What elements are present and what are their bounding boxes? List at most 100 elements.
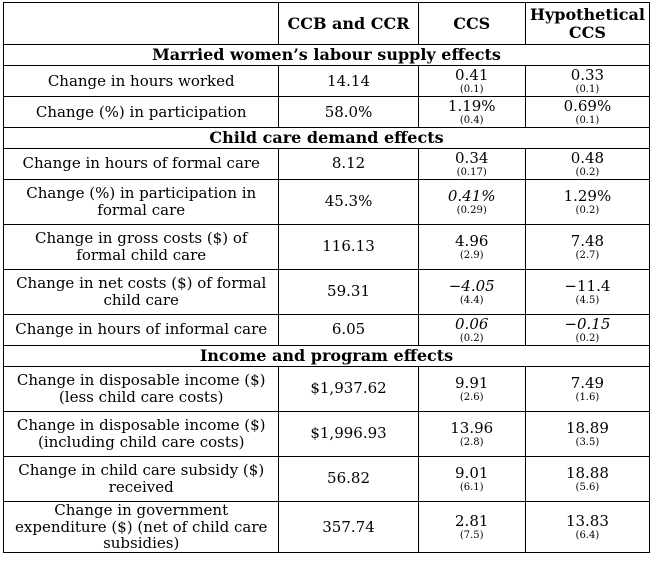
ccs-cell: 0.34 (0.17) bbox=[417, 147, 526, 180]
ccb-ccr-value: $1,996.93 bbox=[278, 410, 419, 457]
ccs-std-error: (7.5) bbox=[459, 529, 484, 541]
ccb-ccr-value: $1,937.62 bbox=[278, 365, 419, 412]
section-header-row: Child care demand effects bbox=[3, 126, 650, 149]
hypothetical-ccs-value: 0.69% bbox=[563, 97, 612, 115]
hypothetical-ccs-value: −0.15 bbox=[564, 314, 611, 333]
ccs-cell: 2.81 (7.5) bbox=[417, 500, 526, 554]
ccs-value: 4.96 bbox=[455, 231, 489, 250]
hypothetical-ccs-cell: 0.69% (0.1) bbox=[524, 95, 651, 128]
ccs-std-error: (0.17) bbox=[456, 166, 487, 178]
table-row: Change (%) in participation in formal ca… bbox=[2, 178, 651, 225]
ccb-ccr-value: 56.82 bbox=[278, 455, 419, 502]
row-label: Change in child care subsidy ($) receive… bbox=[2, 455, 280, 502]
ccs-value: 0.34 bbox=[455, 148, 489, 167]
hypothetical-ccs-cell: 0.33 (0.1) bbox=[524, 64, 651, 97]
ccs-cell: 9.01 (6.1) bbox=[417, 455, 526, 502]
hypothetical-ccs-cell: 0.48 (0.2) bbox=[524, 147, 651, 180]
row-label: Change in hours worked bbox=[2, 64, 280, 97]
ccs-value: 9.01 bbox=[455, 463, 489, 482]
ccs-value: 0.41% bbox=[447, 186, 496, 205]
hypothetical-ccs-std-error: (4.5) bbox=[575, 294, 600, 306]
ccb-ccr-value: 45.3% bbox=[278, 178, 419, 225]
section-title: Child care demand effects bbox=[3, 126, 650, 149]
ccs-cell: 4.96 (2.9) bbox=[417, 223, 526, 270]
section-title: Married women’s labour supply effects bbox=[3, 44, 650, 66]
ccs-value: 0.06 bbox=[455, 314, 489, 333]
table-row: Change in child care subsidy ($) receive… bbox=[2, 455, 651, 502]
hypothetical-ccs-cell: 7.48 (2.7) bbox=[524, 223, 651, 270]
header-blank bbox=[2, 2, 280, 45]
section-header-row: Married women’s labour supply effects bbox=[3, 44, 650, 66]
table-row: Change in net costs ($) of formal child … bbox=[2, 268, 651, 315]
ccs-std-error: (6.1) bbox=[459, 481, 484, 493]
hypothetical-ccs-cell: −0.15 (0.2) bbox=[524, 313, 651, 346]
hypothetical-ccs-std-error: (3.5) bbox=[575, 436, 600, 448]
table-row: Change in hours of formal care 8.12 0.34 (0… bbox=[2, 147, 651, 180]
hypothetical-ccs-std-error: (1.6) bbox=[575, 391, 600, 403]
ccb-ccr-value: 6.05 bbox=[278, 313, 419, 346]
ccb-ccr-value: 58.0% bbox=[278, 95, 419, 128]
hypothetical-ccs-std-error: (2.7) bbox=[575, 249, 600, 261]
row-label: Change in gross costs ($) of formal chil… bbox=[2, 223, 280, 270]
ccs-value: 13.96 bbox=[450, 418, 494, 437]
results-table: CCB and CCR CCS Hypothetical CCS Married… bbox=[2, 2, 651, 554]
header-ccs: CCS bbox=[417, 2, 526, 45]
table-row: Change in government expenditure ($) (ne… bbox=[2, 500, 651, 554]
row-label: Change in disposable income ($) (less ch… bbox=[2, 365, 280, 412]
hypothetical-ccs-cell: 18.88 (5.6) bbox=[524, 455, 651, 502]
hypothetical-ccs-value: −11.4 bbox=[564, 276, 611, 295]
hypothetical-ccs-std-error: (0.2) bbox=[575, 332, 600, 344]
ccs-std-error: (4.4) bbox=[459, 294, 484, 306]
hypothetical-ccs-std-error: (0.2) bbox=[575, 166, 600, 178]
header-hypothetical-ccs: Hypothetical CCS bbox=[524, 2, 651, 45]
ccs-cell: −4.05 (4.4) bbox=[417, 268, 526, 315]
ccs-std-error: (0.1) bbox=[459, 83, 484, 95]
ccb-ccr-value: 14.14 bbox=[278, 64, 419, 97]
ccb-ccr-value: 116.13 bbox=[278, 223, 419, 270]
ccs-cell: 0.41 (0.1) bbox=[417, 64, 526, 97]
ccs-std-error: (0.2) bbox=[459, 332, 484, 344]
ccs-value: 1.19% bbox=[447, 97, 496, 115]
hypothetical-ccs-value: 0.48 bbox=[570, 148, 605, 167]
table-row: Change in disposable income ($) (includi… bbox=[2, 410, 651, 457]
ccs-cell: 0.06 (0.2) bbox=[417, 313, 526, 346]
hypothetical-ccs-value: 13.83 bbox=[565, 512, 609, 531]
ccs-std-error: (2.6) bbox=[459, 391, 484, 403]
row-label: Change in net costs ($) of formal child … bbox=[2, 268, 280, 315]
ccs-value: 0.41 bbox=[455, 66, 489, 84]
table-row: Change in disposable income ($) (less ch… bbox=[2, 365, 651, 412]
hypothetical-ccs-cell: 13.83 (6.4) bbox=[524, 500, 651, 554]
ccs-value: 9.91 bbox=[455, 373, 489, 392]
hypothetical-ccs-value: 18.88 bbox=[565, 463, 609, 482]
ccs-cell: 0.41% (0.29) bbox=[417, 178, 526, 225]
ccs-cell: 1.19% (0.4) bbox=[417, 95, 526, 128]
ccs-cell: 13.96 (2.8) bbox=[417, 410, 526, 457]
hypothetical-ccs-value: 0.33 bbox=[570, 66, 605, 84]
ccb-ccr-value: 59.31 bbox=[278, 268, 419, 315]
row-label: Change (%) in participation bbox=[2, 95, 280, 128]
header-ccb-ccr: CCB and CCR bbox=[278, 2, 419, 45]
hypothetical-ccs-value: 7.49 bbox=[570, 373, 605, 392]
table-body: Married women’s labour supply effects Cha… bbox=[2, 44, 651, 554]
ccb-ccr-value: 357.74 bbox=[278, 500, 419, 554]
ccs-std-error: (2.8) bbox=[459, 436, 484, 448]
hypothetical-ccs-std-error: (0.1) bbox=[575, 114, 600, 126]
section-header-row: Income and program effects bbox=[3, 344, 650, 367]
hypothetical-ccs-value: 7.48 bbox=[570, 231, 605, 250]
row-label: Change in government expenditure ($) (ne… bbox=[2, 500, 280, 554]
table-row: Change in hours worked 14.14 0.41 (0.1) 0.33… bbox=[2, 64, 651, 97]
hypothetical-ccs-cell: 7.49 (1.6) bbox=[524, 365, 651, 412]
hypothetical-ccs-std-error: (0.2) bbox=[575, 204, 600, 216]
hypothetical-ccs-value: 1.29% bbox=[563, 186, 612, 205]
section-title: Income and program effects bbox=[3, 344, 650, 367]
row-label: Change in hours of informal care bbox=[2, 313, 280, 346]
table-row: Change in hours of informal care 6.05 0.06… bbox=[2, 313, 651, 346]
hypothetical-ccs-cell: 1.29% (0.2) bbox=[524, 178, 651, 225]
row-label: Change in hours of formal care bbox=[2, 147, 280, 180]
row-label: Change (%) in participation in formal ca… bbox=[2, 178, 280, 225]
ccs-value: −4.05 bbox=[448, 276, 495, 295]
table-row: Change in gross costs ($) of formal chil… bbox=[2, 223, 651, 270]
results-table-container: CCB and CCR CCS Hypothetical CCS Married… bbox=[2, 2, 651, 554]
ccs-std-error: (0.4) bbox=[459, 114, 484, 126]
ccs-std-error: (2.9) bbox=[459, 249, 484, 261]
